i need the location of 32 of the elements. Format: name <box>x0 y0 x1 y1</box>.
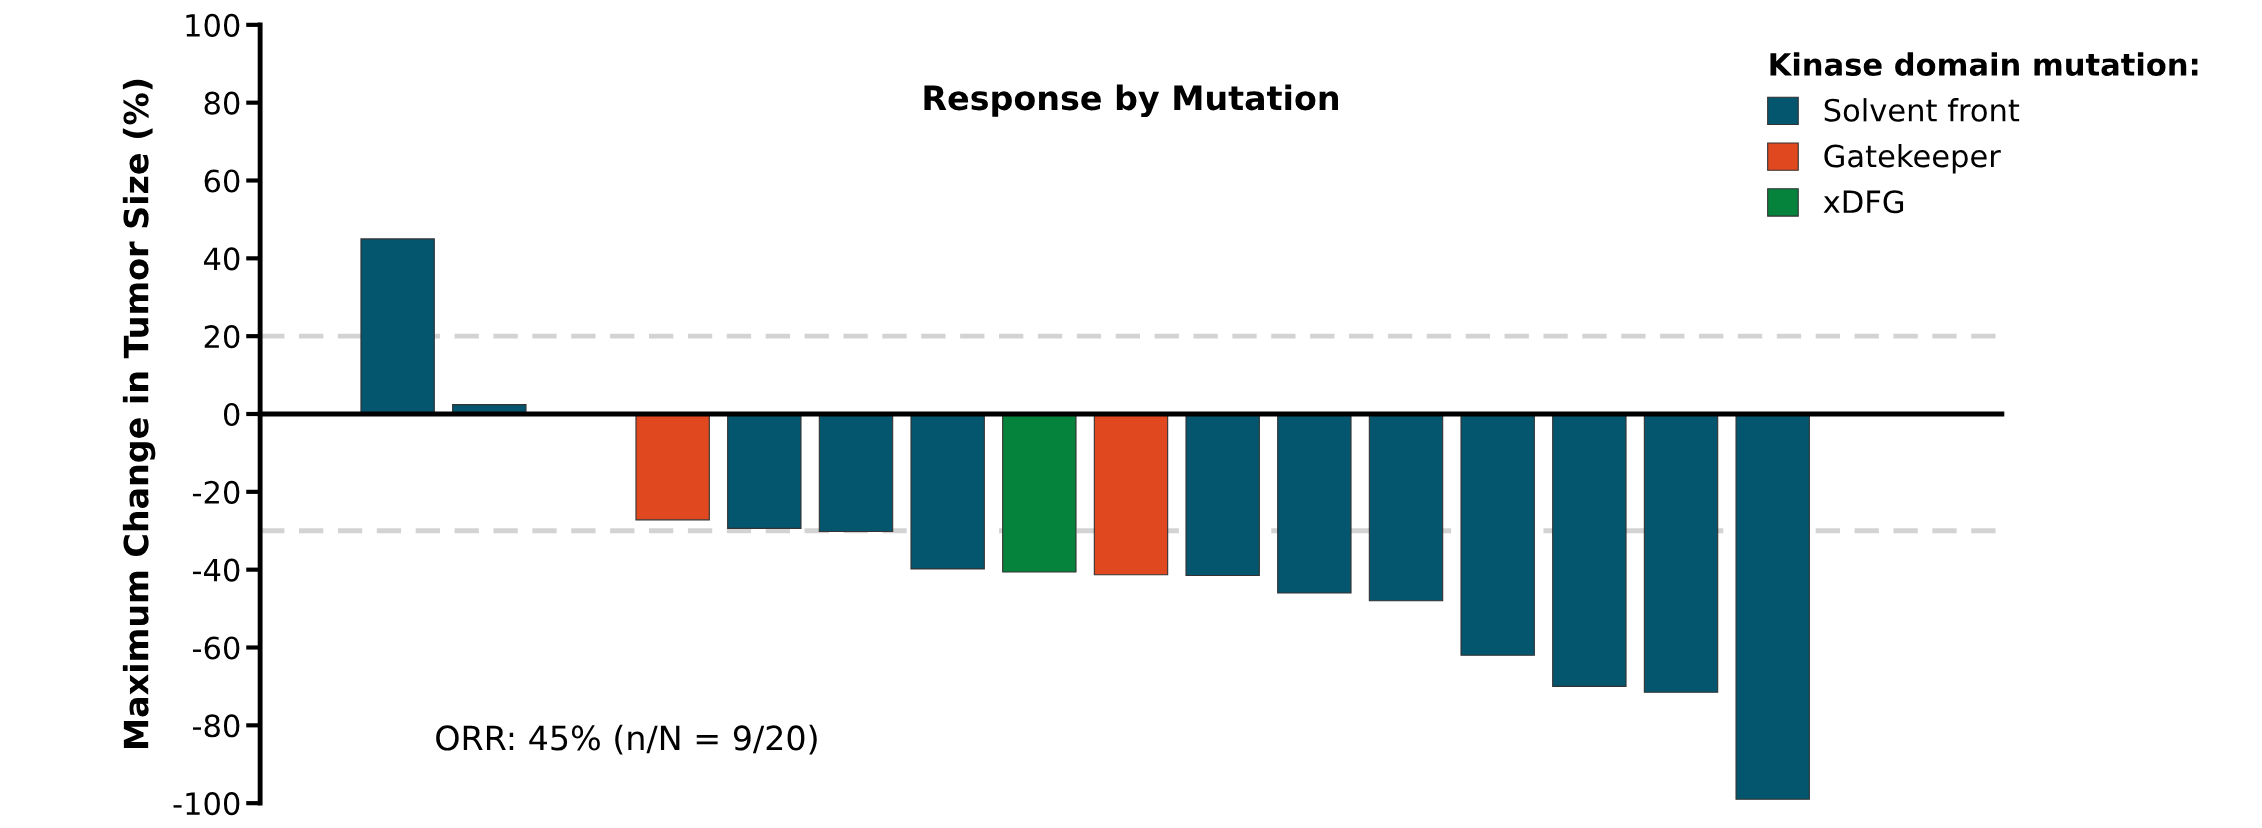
bar <box>635 413 710 521</box>
bar <box>1093 413 1169 576</box>
bar <box>1368 413 1444 602</box>
bar <box>360 238 435 415</box>
y-tick-label: -100 <box>173 792 240 816</box>
y-tick-label: 100 <box>186 13 240 37</box>
bar <box>1185 413 1260 577</box>
bar <box>1735 413 1810 800</box>
bar <box>1460 413 1535 656</box>
bar <box>1552 413 1627 687</box>
y-tick-label: -40 <box>192 558 240 582</box>
bar <box>910 413 985 570</box>
bar <box>1277 413 1352 594</box>
bar <box>1002 413 1077 573</box>
y-tick-label: 20 <box>204 325 240 349</box>
y-tick-label: -80 <box>192 714 240 738</box>
legend-label: xDFG <box>1823 190 1904 214</box>
legend-label: Solvent front <box>1824 98 2020 122</box>
y-tick-label: -20 <box>192 480 240 504</box>
annotation: ORR: 45% (n/N = 9/20) <box>436 724 817 755</box>
legend-label: Gatekeeper <box>1824 143 2001 174</box>
y-axis-title: Maximum Change in Tumor Size (%) <box>122 79 156 748</box>
y-tick-label: 80 <box>204 91 240 115</box>
bar <box>727 413 802 529</box>
legend-title: Kinase domain mutation: <box>1770 52 2198 76</box>
bar <box>818 413 894 533</box>
y-tick-label: 0 <box>223 402 240 427</box>
y-tick-label: 60 <box>204 169 240 193</box>
y-tick-label: -60 <box>192 636 240 660</box>
y-tick-label: 40 <box>203 247 240 271</box>
text: Response by Mutation <box>924 84 1338 118</box>
bar <box>1643 413 1719 693</box>
